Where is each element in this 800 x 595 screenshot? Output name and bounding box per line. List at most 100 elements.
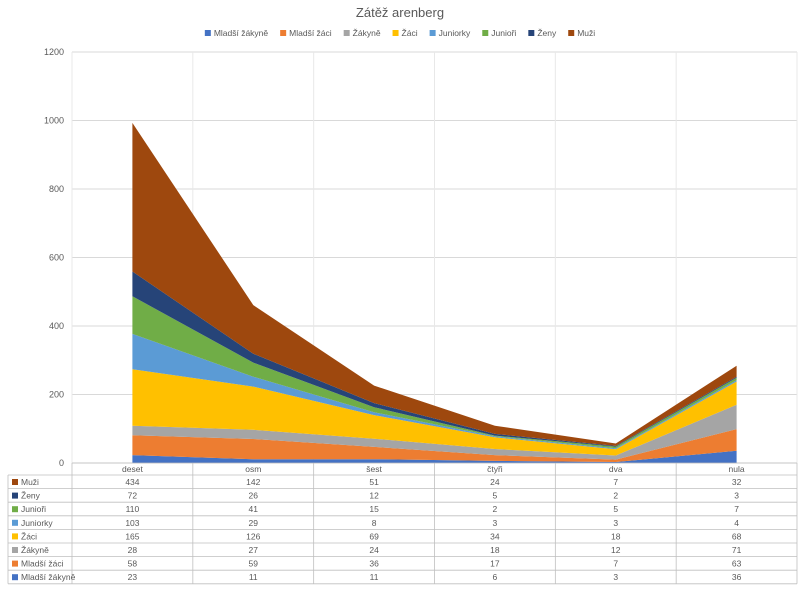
legend-item: Mladší žákyně <box>204 28 269 38</box>
legend-label: Muži <box>577 28 595 38</box>
table-cell: 165 <box>125 531 139 541</box>
table-legend-key <box>12 560 18 567</box>
table-cell: 103 <box>125 518 139 528</box>
table-cell: 2 <box>493 504 498 514</box>
table-cell: 7 <box>613 559 618 569</box>
table-cell: 58 <box>128 559 138 569</box>
y-tick-label: 1000 <box>44 116 64 126</box>
table-row-label: Žákyně <box>21 545 49 555</box>
gridlines <box>71 51 798 464</box>
table-row-label: Juniorky <box>21 518 53 528</box>
y-tick-label: 800 <box>49 184 64 194</box>
table-cell: 36 <box>732 572 742 582</box>
table-legend-key <box>12 519 18 526</box>
legend-item: Žáci <box>392 28 418 38</box>
table-cell: 68 <box>732 531 742 541</box>
table-cell: 3 <box>493 518 498 528</box>
table-cell: 51 <box>369 477 379 487</box>
legend-swatch <box>280 30 287 36</box>
table-legend-key <box>12 574 18 581</box>
table-cell: 17 <box>490 559 500 569</box>
category-label: šest <box>366 464 382 474</box>
table-cell: 26 <box>249 491 259 501</box>
table-cell: 27 <box>249 545 259 555</box>
legend-label: Mladší žákyně <box>214 28 269 38</box>
y-tick-label: 1200 <box>44 47 64 57</box>
table-cell: 3 <box>734 491 739 501</box>
table-row-label: Junioři <box>21 504 46 514</box>
table-cell: 24 <box>369 545 379 555</box>
area-junioři <box>132 296 737 449</box>
table-cell: 23 <box>128 572 138 582</box>
legend-swatch <box>343 30 350 36</box>
table-row-label: Mladší žáci <box>21 559 64 569</box>
area-ženy <box>132 271 737 447</box>
table-cell: 72 <box>128 491 138 501</box>
y-axis: 0 200 400 600 800 1000 1200 <box>44 47 64 468</box>
category-label: deset <box>122 464 143 474</box>
legend-label: Žáci <box>402 28 418 38</box>
table-cell: 12 <box>611 545 621 555</box>
table-cell: 7 <box>613 477 618 487</box>
legend-item: Juniorky <box>429 28 471 38</box>
legend-swatch <box>528 30 535 36</box>
table-cell: 69 <box>369 531 379 541</box>
area-žáci <box>132 369 737 456</box>
category-label: čtyři <box>487 464 503 474</box>
table-cell: 29 <box>249 518 259 528</box>
table-cell: 3 <box>613 572 618 582</box>
table-cell: 5 <box>493 491 498 501</box>
table-cell: 12 <box>369 491 379 501</box>
table-legend-key <box>12 547 18 553</box>
table-cell: 8 <box>372 518 377 528</box>
table-cell: 32 <box>732 477 742 487</box>
table-legend-key <box>12 479 18 485</box>
table-cell: 41 <box>249 504 259 514</box>
table-cell: 24 <box>490 477 500 487</box>
legend-label: Juniorky <box>439 28 471 38</box>
area-žákyně <box>132 404 737 460</box>
table-row-label: Žáci <box>21 531 37 541</box>
table-cell: 7 <box>734 504 739 514</box>
table-row-label: Muži <box>21 477 39 487</box>
table-cell: 18 <box>611 531 621 541</box>
table-legend-key <box>12 492 18 499</box>
table-cell: 63 <box>732 559 742 569</box>
table-cell: 434 <box>125 477 139 487</box>
y-tick-label: 600 <box>49 253 64 263</box>
area-mladší-žákyně <box>132 450 737 463</box>
legend-item: Ženy <box>528 28 557 38</box>
legend-swatch <box>482 30 489 36</box>
area-muži <box>132 122 737 446</box>
legend-item: Mladší žáci <box>280 28 332 38</box>
legend-label: Ženy <box>537 28 557 38</box>
y-tick-label: 400 <box>49 321 64 331</box>
legend-label: Žákyně <box>353 28 381 38</box>
legend-item: Muži <box>568 28 595 38</box>
table-cell: 34 <box>490 531 500 541</box>
table-cell: 11 <box>370 572 379 582</box>
legend-item: Junioři <box>482 28 516 38</box>
table-cell: 71 <box>732 545 742 555</box>
table-cell: 59 <box>249 559 259 569</box>
legend-swatch <box>429 30 436 36</box>
legend-swatch <box>204 30 211 36</box>
legend: Mladší žákyně Mladší žáci Žákyně Žáci Junior… <box>204 28 595 38</box>
table-cell: 2 <box>613 491 618 501</box>
y-tick-label: 0 <box>59 458 64 468</box>
y-tick-label: 200 <box>49 390 64 400</box>
table-cell: 110 <box>126 504 140 514</box>
table-cell: 18 <box>490 545 500 555</box>
table-cell: 6 <box>493 572 498 582</box>
legend-item: Žákyně <box>343 28 381 38</box>
table-cell: 4 <box>734 518 739 528</box>
category-label: nula <box>729 464 745 474</box>
category-label: dva <box>609 464 623 474</box>
table-legend-key <box>12 506 18 513</box>
legend-swatch <box>392 30 399 36</box>
legend-label: Mladší žáci <box>289 28 332 38</box>
table-cell: 3 <box>613 518 618 528</box>
